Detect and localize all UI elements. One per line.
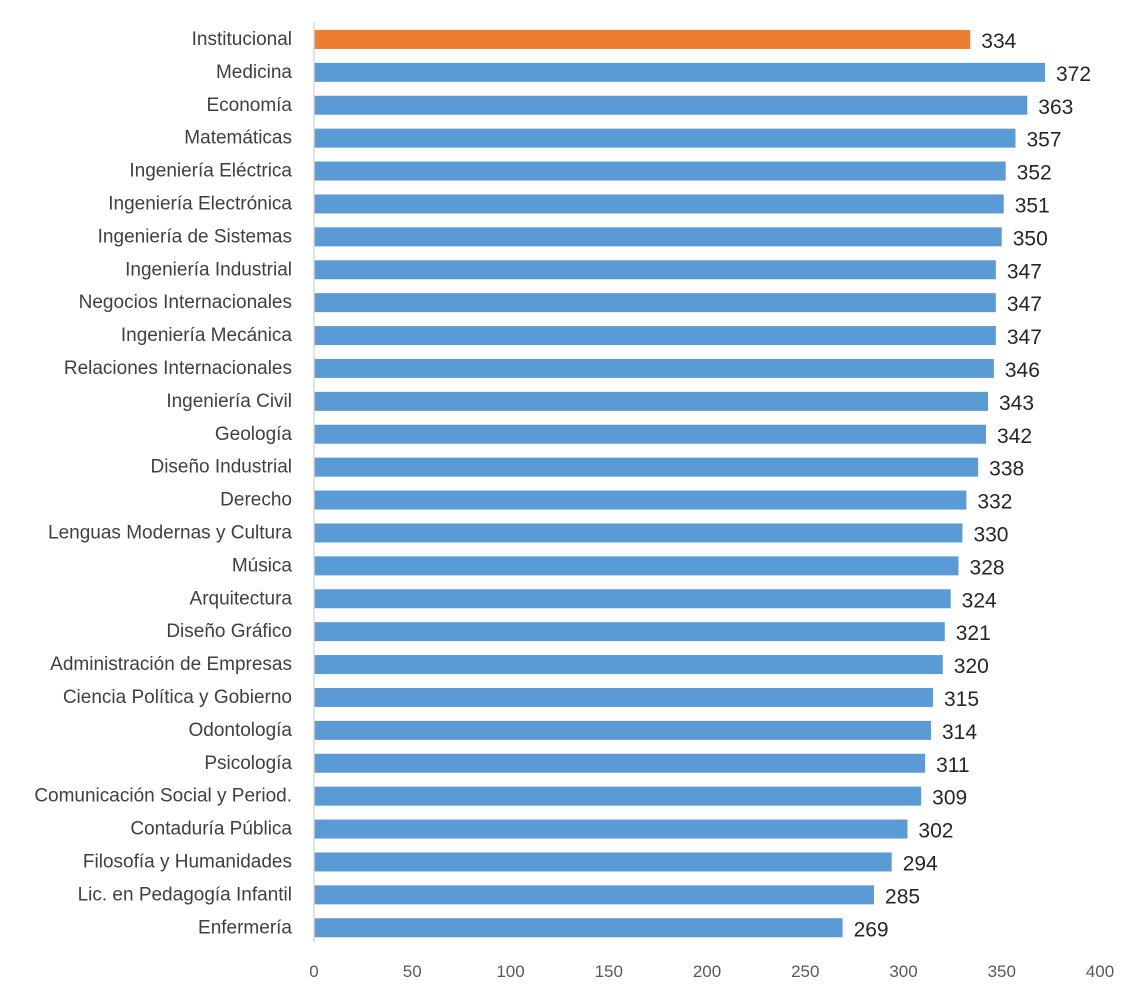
- category-label-25: Filosofía y Humanidades: [83, 851, 292, 872]
- value-label-21: 314: [942, 721, 977, 744]
- category-label-18: Diseño Gráfico: [166, 621, 292, 642]
- bar-22: [314, 753, 926, 773]
- value-label-13: 338: [989, 458, 1024, 481]
- value-label-16: 328: [970, 556, 1005, 579]
- value-label-24: 302: [918, 820, 953, 843]
- x-tick-label-2: 100: [496, 962, 524, 981]
- bar-3: [314, 128, 1016, 148]
- bar-8: [314, 293, 996, 313]
- category-label-19: Administración de Empresas: [50, 654, 292, 675]
- category-label-10: Relaciones Internacionales: [64, 358, 292, 379]
- category-label-22: Psicología: [204, 753, 292, 774]
- value-label-3: 357: [1027, 129, 1062, 152]
- bar-10: [314, 358, 994, 378]
- bar-18: [314, 622, 945, 642]
- category-label-7: Ingeniería Industrial: [125, 259, 292, 280]
- bar-6: [314, 227, 1002, 247]
- bar-21: [314, 720, 932, 740]
- category-label-15: Lenguas Modernas y Cultura: [48, 522, 292, 543]
- category-label-14: Derecho: [220, 490, 292, 511]
- x-axis-ticks: 0 50 100 150 200 250 300 350 400: [309, 962, 1114, 981]
- value-label-19: 320: [954, 655, 989, 678]
- value-label-26: 285: [885, 885, 920, 908]
- value-label-2: 363: [1038, 96, 1073, 119]
- bar-14: [314, 490, 967, 510]
- category-label-0: Institucional: [192, 29, 292, 50]
- value-label-25: 294: [903, 852, 938, 875]
- value-label-15: 330: [973, 523, 1008, 546]
- value-label-0: 334: [981, 30, 1016, 53]
- category-label-1: Medicina: [216, 62, 292, 83]
- value-label-17: 324: [962, 589, 997, 612]
- x-tick-label-5: 250: [791, 962, 819, 981]
- bar-25: [314, 852, 892, 872]
- value-label-6: 350: [1013, 227, 1048, 250]
- bar-17: [314, 589, 951, 609]
- value-label-14: 332: [977, 491, 1012, 514]
- bar-2: [314, 95, 1028, 115]
- value-labels: 334 372 363 357 352 351 350 347 347 347 346 343 342 3…: [854, 30, 1091, 941]
- value-label-7: 347: [1007, 260, 1042, 283]
- bar-4: [314, 161, 1006, 181]
- category-label-16: Música: [232, 555, 293, 576]
- x-tick-label-0: 0: [309, 962, 318, 981]
- value-label-27: 269: [854, 918, 889, 941]
- bar-0: [314, 29, 971, 49]
- bar-12: [314, 424, 987, 444]
- x-tick-label-4: 200: [693, 962, 721, 981]
- category-label-23: Comunicación Social y Period.: [34, 786, 292, 807]
- category-label-9: Ingeniería Mecánica: [121, 325, 293, 346]
- value-label-8: 347: [1007, 293, 1042, 316]
- category-label-5: Ingeniería Electrónica: [108, 193, 292, 214]
- category-label-3: Matemáticas: [184, 128, 292, 149]
- x-tick-label-8: 400: [1086, 962, 1114, 981]
- bar-24: [314, 819, 908, 839]
- bar-26: [314, 885, 875, 905]
- x-tick-label-7: 350: [988, 962, 1016, 981]
- x-tick-label-3: 150: [595, 962, 623, 981]
- bar-13: [314, 457, 979, 477]
- x-tick-label-1: 50: [403, 962, 422, 981]
- category-label-26: Lic. en Pedagogía Infantil: [78, 884, 292, 905]
- value-label-12: 342: [997, 425, 1032, 448]
- bar-15: [314, 523, 963, 543]
- category-label-21: Odontología: [188, 720, 292, 741]
- value-label-4: 352: [1017, 162, 1052, 185]
- bar-7: [314, 260, 996, 280]
- category-label-8: Negocios Internacionales: [79, 292, 292, 313]
- category-label-20: Ciencia Política y Gobierno: [63, 687, 292, 708]
- category-label-2: Economía: [206, 95, 292, 116]
- bar-23: [314, 786, 922, 806]
- bar-11: [314, 391, 988, 411]
- bar-27: [314, 918, 843, 938]
- value-label-11: 343: [999, 392, 1034, 415]
- bars-group: [314, 29, 1045, 938]
- bar-1: [314, 62, 1045, 82]
- value-label-18: 321: [956, 622, 991, 645]
- value-label-1: 372: [1056, 63, 1091, 86]
- category-label-12: Geología: [215, 424, 293, 445]
- category-label-13: Diseño Industrial: [150, 457, 292, 478]
- value-label-22: 311: [936, 754, 969, 777]
- bar-5: [314, 194, 1004, 214]
- value-label-5: 351: [1015, 194, 1050, 217]
- bar-16: [314, 556, 959, 576]
- category-label-4: Ingeniería Eléctrica: [129, 161, 292, 182]
- category-label-27: Enfermería: [198, 917, 292, 938]
- category-labels: Institucional Medicina Economía Matemáticas…: [34, 29, 292, 938]
- category-label-17: Arquitectura: [190, 588, 293, 609]
- value-label-23: 309: [932, 787, 967, 810]
- bar-9: [314, 326, 996, 346]
- value-label-20: 315: [944, 688, 979, 711]
- x-tick-label-6: 300: [889, 962, 917, 981]
- bar-19: [314, 655, 943, 675]
- category-label-6: Ingeniería de Sistemas: [98, 226, 292, 247]
- category-label-11: Ingeniería Civil: [166, 391, 292, 412]
- value-label-10: 346: [1005, 359, 1040, 382]
- value-label-9: 347: [1007, 326, 1042, 349]
- category-label-24: Contaduría Pública: [130, 819, 292, 840]
- bar-20: [314, 687, 933, 707]
